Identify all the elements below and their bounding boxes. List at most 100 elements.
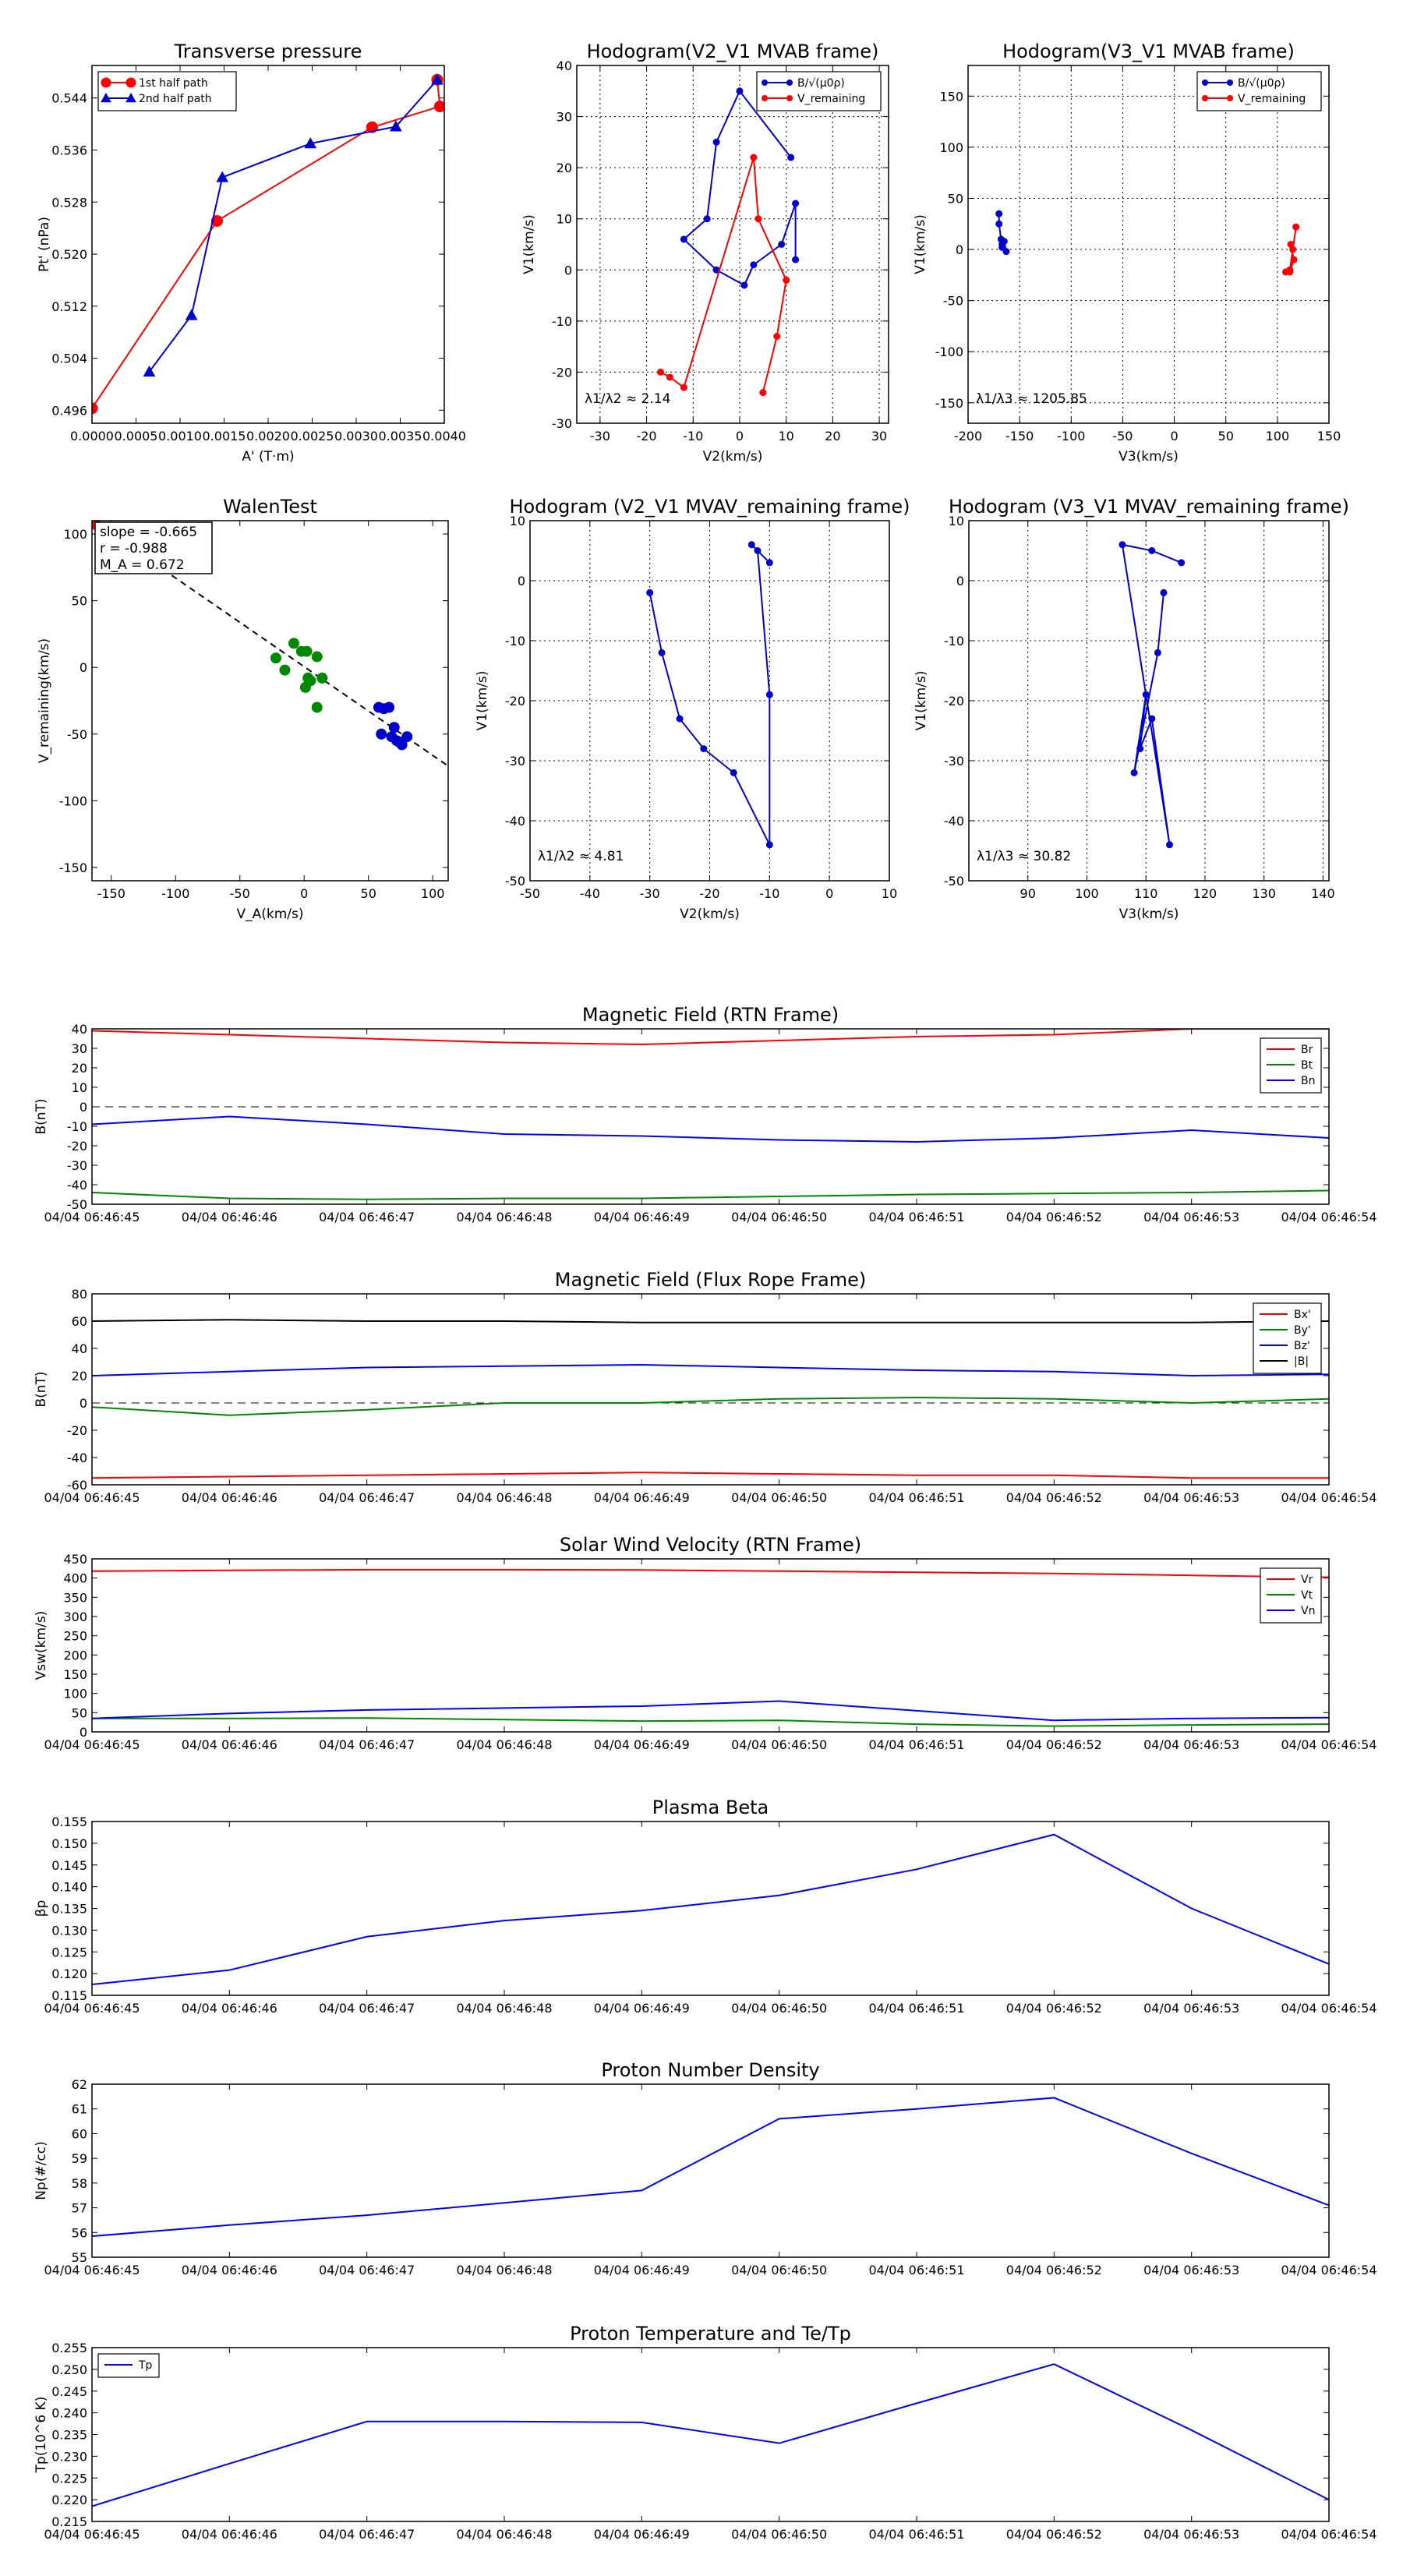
y-tick-label: -30 [552,416,572,431]
legend-label: Bn [1301,1075,1315,1087]
chart-title: Solar Wind Velocity (RTN Frame) [560,1534,861,1556]
x-tick-label: 04/04 06:46:45 [44,2527,140,2542]
y-tick-label: 10 [72,1080,87,1095]
legend-box [1196,71,1322,111]
legend: Tp [97,2353,160,2378]
x-tick-label: 04/04 06:46:46 [182,1737,277,1752]
x-tick-label: 04/04 06:46:53 [1143,1737,1239,1752]
x-tick-label: 04/04 06:46:45 [44,2263,140,2277]
legend-label: Vt [1301,1589,1313,1602]
plot-frame [967,65,1330,424]
y-tick-label: 62 [72,2077,87,2092]
data-point [376,728,387,740]
y-tick-label: -50 [505,874,525,889]
y-tick-label: -20 [505,694,525,708]
data-point [216,171,229,182]
y-tick-label: -20 [944,694,964,708]
x-tick-label: 0.0000 [70,429,114,443]
y-tick-label: -100 [59,793,87,808]
x-tick-label: 04/04 06:46:52 [1006,1490,1102,1505]
x-tick-label: 0.0025 [291,429,334,443]
chart-title: Transverse pressure [174,41,362,62]
data-point [311,651,323,663]
y-tick-label: -20 [552,365,572,380]
data-point [316,672,328,684]
x-tick-label: 04/04 06:46:47 [319,1737,415,1752]
x-tick-label: 04/04 06:46:53 [1143,2263,1239,2277]
y-axis-label: B(nT) [34,1098,49,1134]
y-tick-label: 80 [72,1287,87,1302]
series-line [92,2097,1329,2238]
series-B [646,541,773,849]
series-V_remaining [1281,223,1300,276]
x-tick-label: 04/04 06:46:54 [1281,2001,1376,2016]
x-tick-label: 04/04 06:46:51 [868,2263,964,2277]
x-tick-label: 110 [1134,886,1158,901]
x-tick-label: -50 [520,886,540,901]
y-tick-label: 450 [63,1552,87,1567]
chart-title: Hodogram(V2_V1 MVAB frame) [587,41,879,62]
data-point [1130,769,1138,776]
y-tick-label: 61 [72,2102,87,2117]
y-tick-label: 0.250 [51,2362,87,2377]
y-tick-label: 0.245 [51,2384,87,2399]
legend-label: |B| [1294,1355,1309,1368]
legend: Br Bt Bn [1260,1037,1322,1094]
data-point [311,701,323,713]
x-tick-label: 04/04 06:46:46 [182,2001,277,2016]
x-tick-label: 04/04 06:46:49 [594,1210,690,1224]
stats-line: r = -0.988 [100,541,168,557]
y-tick-label: 56 [72,2225,87,2240]
data-point [143,366,156,377]
legend-label: Bz' [1294,1340,1310,1352]
legend-label: V_remaining [797,93,865,105]
x-tick-label: -30 [640,886,660,901]
legend-marker [1227,80,1233,86]
y-tick-label: 10 [510,514,525,528]
data-point [787,154,795,161]
y-tick-label: 0.135 [51,1902,87,1917]
x-tick-label: 04/04 06:46:48 [456,2001,552,2016]
data-point [680,383,687,391]
series-Br [92,1029,1329,1046]
y-tick-label: 0.544 [51,91,87,106]
data-point [773,333,781,341]
y-tick-label: 350 [63,1590,87,1605]
series-line [92,2363,1329,2507]
series-line [92,1029,1329,1046]
x-tick-label: 04/04 06:46:52 [1006,1737,1102,1752]
legend-marker [101,77,111,88]
y-tick-label: 300 [63,1610,87,1624]
y-tick-label: 10 [949,514,964,528]
y-tick-label: 59 [72,2151,87,2166]
series-2nd half path [143,73,444,377]
stats-line: M_A = 0.672 [100,557,185,573]
y-tick-label: 0.255 [51,2341,87,2355]
x-tick-label: 0 [1170,429,1178,443]
x-tick-label: 04/04 06:46:51 [868,1490,964,1505]
stats-box [94,521,213,574]
x-tick-label: 04/04 06:46:51 [868,1210,964,1224]
x-tick-label: 04/04 06:46:48 [456,1490,552,1505]
y-tick-label: 60 [72,1314,87,1329]
y-tick-label: 0.504 [51,352,87,366]
y-tick-label: 0 [80,1396,87,1411]
y-tick-label: 400 [63,1571,87,1586]
series-|B| [92,1319,1329,1323]
x-tick-label: 04/04 06:46:49 [594,2001,690,2016]
plot-frame [91,2083,1330,2258]
y-tick-label: -10 [944,634,964,648]
x-tick-label: 04/04 06:46:53 [1143,2527,1239,2542]
series-line [92,80,441,409]
y-tick-label: 0 [956,242,963,257]
y-tick-label: 0.512 [51,299,87,314]
chart-solar-wind-velocity: 04/04 06:46:45 04/04 06:46:46 04/04 06:46:… [34,1534,1377,1752]
x-tick-label: -10 [759,886,779,901]
series-line [92,1568,1329,1578]
legend: 1st half path 2nd half path [97,71,237,111]
series-Bt [92,1189,1329,1200]
y-tick-label: -10 [552,314,572,329]
x-tick-label: 04/04 06:46:54 [1281,1737,1376,1752]
data-point [740,281,748,289]
